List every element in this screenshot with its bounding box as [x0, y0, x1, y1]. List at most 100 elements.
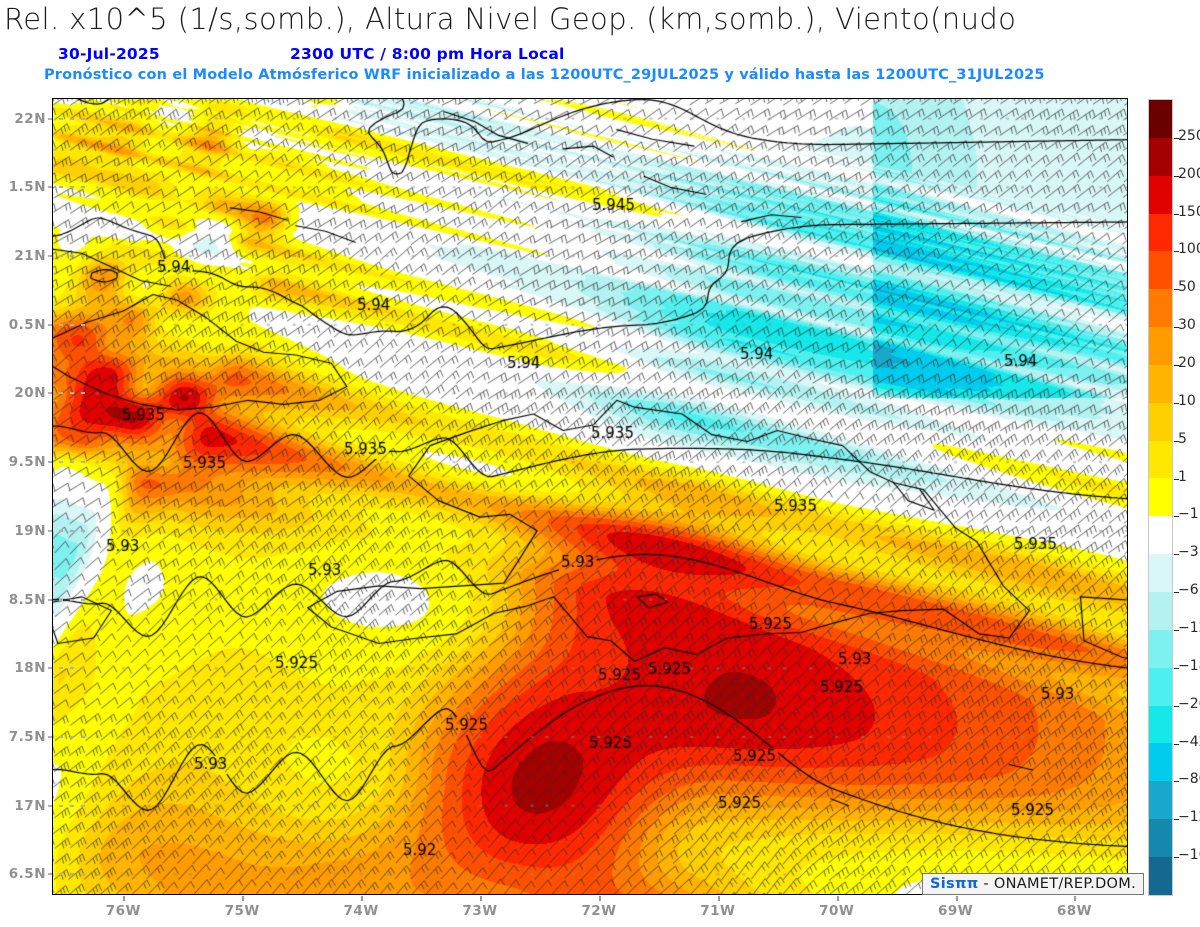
lat-tick-mark — [70, 667, 74, 670]
logo-pi-icon: ππ — [954, 876, 979, 892]
lat-tick-17N: 17N — [14, 797, 46, 814]
grid-tick-layer — [52, 98, 1128, 895]
colorbar-dash — [1174, 289, 1179, 291]
lon-tick-76W: 76W — [105, 903, 141, 919]
lon-tick-74W: 74W — [343, 903, 379, 919]
colorbar-band — [1149, 781, 1172, 820]
colorbar-dash — [1174, 365, 1179, 366]
lat-tick-mark — [48, 804, 52, 807]
lat-tick-mark — [59, 735, 63, 738]
colorbar-band — [1149, 175, 1172, 214]
colorbar-tick-200: 200 — [1178, 165, 1200, 182]
subtitle-datetime: 30-Jul-2025 2300 UTC / 8:00 pm Hora Loca… — [0, 45, 720, 65]
lon-tick-mark — [1074, 896, 1077, 901]
lat-tick-7.5N: 7.5N — [8, 728, 46, 745]
page-title: Rel. x10^5 (1/s,somb.), Altura Nivel Geo… — [4, 2, 1017, 36]
colorbar-tick--12: −12 — [1178, 620, 1200, 636]
lat-tick-mark — [81, 461, 85, 464]
colorbar-band — [1149, 251, 1172, 290]
lat-tick-6.5N: 6.5N — [8, 866, 46, 883]
lat-tick-mark — [70, 804, 74, 807]
lat-tick-mark — [70, 323, 74, 326]
lat-tick-mark — [48, 392, 52, 395]
lat-tick-mark — [48, 598, 52, 601]
lon-tick-68W: 68W — [1056, 903, 1093, 919]
colorbar-tick--80: −80 — [1178, 771, 1200, 788]
colorbar-dash — [1174, 213, 1179, 215]
lon-tick-mark — [955, 896, 958, 901]
lat-tick-mark — [81, 667, 85, 670]
lat-tick-mark — [48, 186, 52, 189]
lon-tick-mark — [598, 896, 601, 901]
lat-tick-mark — [81, 392, 85, 395]
lat-tick-mark — [48, 873, 52, 876]
colorbar-band — [1149, 402, 1172, 441]
lon-tick-mark — [242, 896, 245, 901]
forecast-time: 2300 UTC / 8:00 pm Hora Local — [290, 45, 565, 63]
colorbar-tick-20: 20 — [1178, 355, 1196, 371]
lat-tick-mark — [81, 117, 85, 120]
logo-org-text: - ONAMET/REP.DOM. — [983, 876, 1136, 892]
colorbar-tick-10: 10 — [1178, 392, 1196, 409]
lat-tick-mark — [59, 667, 63, 670]
lon-tick-mark — [123, 896, 126, 901]
lat-tick-mark — [59, 255, 63, 258]
map-plot-area[interactable] — [52, 98, 1128, 895]
lat-tick-mark — [81, 873, 85, 876]
lat-tick-mark — [81, 735, 85, 738]
lon-tick-mark — [836, 896, 839, 901]
colorbar-band — [1149, 100, 1172, 138]
colorbar-dash — [1174, 516, 1179, 518]
colorbar-tick-30: 30 — [1178, 317, 1196, 334]
lat-tick-8.5N: 8.5N — [8, 591, 46, 608]
lat-tick-1.5N: 1.5N — [8, 179, 46, 196]
colorbar-dash — [1174, 478, 1179, 480]
colorbar-band — [1149, 516, 1172, 555]
provider-logo: Sisππ - ONAMET/REP.DOM. — [922, 873, 1144, 895]
lon-tick-75W: 75W — [224, 903, 260, 919]
colorbar-dash — [1174, 327, 1179, 329]
colorbar-band — [1149, 327, 1172, 365]
colorbar-band — [1149, 289, 1172, 328]
lat-tick-mark — [59, 461, 63, 464]
lat-tick-mark — [70, 117, 74, 120]
lat-tick-mark — [59, 117, 63, 120]
lat-tick-mark — [70, 529, 74, 532]
colorbar-dash — [1174, 137, 1179, 139]
colorbar-tick--3: −3 — [1178, 544, 1199, 561]
lat-tick-mark — [48, 117, 52, 120]
lat-tick-21N: 21N — [14, 248, 46, 265]
lat-tick-18N: 18N — [14, 660, 46, 677]
colorbar — [1148, 99, 1173, 896]
colorbar-band — [1149, 554, 1172, 592]
lat-tick-22N: 22N — [14, 110, 46, 127]
colorbar-band — [1149, 819, 1172, 857]
colorbar-band — [1149, 137, 1172, 176]
lat-tick-mark — [48, 529, 52, 532]
colorbar-tick--160: −160 — [1178, 847, 1200, 864]
colorbar-band — [1149, 856, 1172, 895]
lat-tick-mark — [70, 255, 74, 258]
lat-tick-mark — [81, 804, 85, 807]
lat-tick-0.5N: 0.5N — [8, 316, 46, 333]
lat-tick-mark — [81, 323, 85, 326]
colorbar-tick--18: −18 — [1178, 657, 1200, 674]
lon-tick-mark — [480, 896, 483, 901]
lat-tick-mark — [59, 804, 63, 807]
colorbar-band — [1149, 629, 1172, 668]
colorbar-dash — [1174, 781, 1179, 783]
lat-tick-mark — [70, 735, 74, 738]
lat-tick-mark — [70, 392, 74, 395]
colorbar-tick-50: 50 — [1178, 279, 1196, 296]
colorbar-band — [1149, 213, 1172, 252]
lat-tick-mark — [81, 529, 85, 532]
colorbar-band — [1149, 591, 1172, 630]
colorbar-tick-1: 1 — [1178, 468, 1187, 485]
colorbar-dash — [1174, 175, 1179, 177]
colorbar-band — [1149, 478, 1172, 517]
lat-tick-mark — [59, 598, 63, 601]
lat-tick-mark — [48, 667, 52, 670]
lat-tick-20N: 20N — [14, 385, 46, 402]
lat-tick-mark — [48, 735, 52, 738]
lat-tick-9.5N: 9.5N — [8, 454, 46, 471]
